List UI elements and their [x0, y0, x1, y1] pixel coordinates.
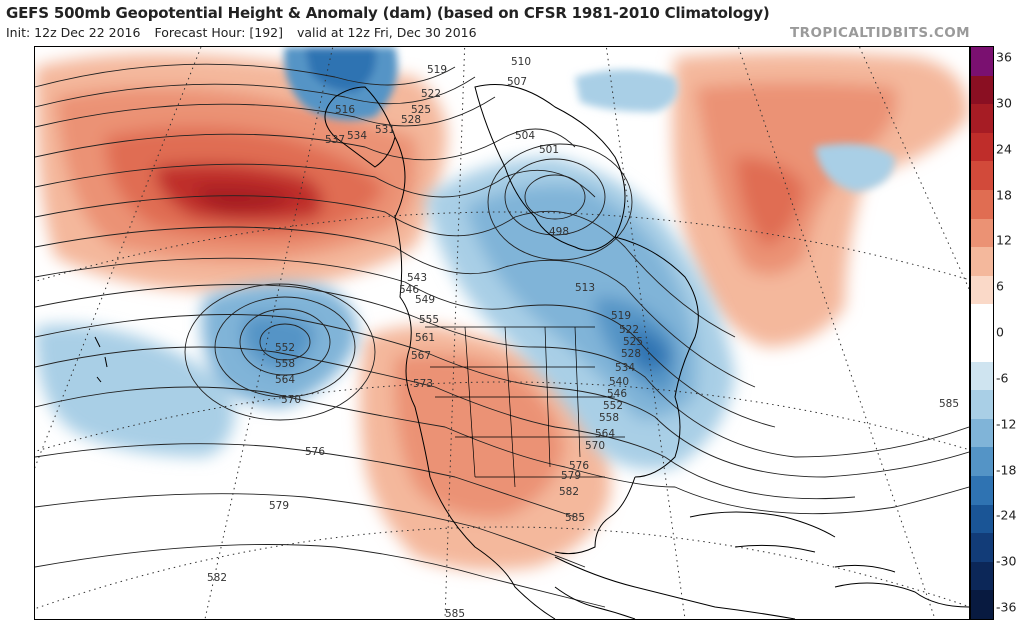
forecast-hour: Forecast Hour: [192] [154, 25, 284, 40]
contour-label: 528 [621, 348, 641, 360]
contour-label: 507 [507, 76, 527, 88]
contour-label: 546 [607, 388, 627, 400]
contour-label: 510 [511, 56, 531, 68]
colorbar-label: 18 [996, 187, 1012, 202]
colorbar-swatch [971, 47, 993, 77]
init-time: Init: 12z Dec 22 2016 [6, 25, 141, 40]
colorbar-swatch [971, 476, 993, 506]
map-title: GEFS 500mb Geopotential Height & Anomaly… [6, 4, 770, 22]
contour-label: 537 [325, 134, 345, 146]
contour-label: 528 [401, 114, 421, 126]
colorbar-label: 30 [996, 95, 1012, 111]
colorbar-label: 24 [996, 141, 1012, 157]
contour-label: 573 [413, 378, 433, 390]
colorbar-label: -6 [996, 370, 1009, 386]
colorbar-swatch [971, 218, 993, 248]
contour-label: 513 [575, 282, 595, 294]
contour-label: 501 [539, 144, 559, 156]
coastlines [94, 84, 969, 619]
colorbar-swatch [971, 590, 993, 620]
colorbar-label: 12 [996, 232, 1012, 248]
contour-label: 558 [599, 412, 619, 424]
contour-label: 552 [603, 400, 623, 412]
contour-label: 561 [415, 332, 435, 344]
colorbar-swatch [971, 504, 993, 534]
warm-anomaly-west-us [360, 325, 611, 571]
colorbar-swatch [971, 390, 993, 420]
contour-label: 579 [561, 470, 581, 482]
colorbar-swatch [971, 447, 993, 477]
colorbar-swatch [971, 75, 993, 105]
colorbar-label: -36 [996, 599, 1017, 615]
contour-label: 546 [399, 284, 419, 296]
colorbar-swatch [971, 418, 993, 448]
contour-label: 525 [623, 336, 643, 348]
map-canvas: 510 507 519 522 525 528 531 534 537 516 … [35, 47, 969, 619]
contour-label: 549 [415, 294, 435, 306]
contour-label: 519 [611, 310, 631, 322]
contour-label: 570 [585, 440, 605, 452]
colorbar-label: 6 [996, 278, 1004, 294]
colorbar-label: -24 [996, 507, 1017, 523]
colorbar-swatch [971, 190, 993, 220]
contour-label: 558 [275, 358, 295, 370]
colorbar [970, 46, 994, 620]
colorbar-swatch [971, 304, 993, 334]
colorbar-swatch [971, 333, 993, 363]
state-borders [425, 326, 625, 488]
contour-label: 570 [281, 394, 301, 406]
colorbar-label: -12 [996, 416, 1017, 432]
contour-label: 525 [411, 104, 431, 116]
contour-label: 585 [565, 512, 585, 524]
contour-label: 582 [559, 486, 579, 498]
contour-label: 522 [421, 88, 441, 100]
colorbar-label: 36 [996, 49, 1012, 65]
contour-label: 564 [275, 374, 295, 386]
brand-watermark: TROPICALTIDBITS.COM [790, 25, 970, 41]
colorbar-swatch [971, 104, 993, 134]
contour-label: 585 [939, 398, 959, 410]
anomaly-map: 510 507 519 522 525 528 531 534 537 516 … [34, 46, 970, 620]
colorbar-swatch [971, 361, 993, 391]
cold-anomaly-greenland [575, 69, 895, 192]
contour-label: 516 [335, 104, 355, 116]
colorbar-swatch [971, 132, 993, 162]
warm-anomaly-atlantic [672, 52, 969, 347]
map-subtitle: Init: 12z Dec 22 2016 Forecast Hour: [19… [6, 25, 487, 40]
contour-label: 582 [207, 572, 227, 584]
contour-label: 534 [615, 362, 635, 374]
contour-label: 504 [515, 130, 535, 142]
contour-label: 567 [411, 350, 431, 362]
colorbar-label: -30 [996, 553, 1017, 569]
valid-time: valid at 12z Fri, Dec 30 2016 [297, 25, 477, 40]
contour-label: 534 [347, 130, 367, 142]
colorbar-swatch [971, 533, 993, 563]
colorbar-label: 0 [996, 324, 1004, 340]
colorbar-swatch [971, 275, 993, 305]
contour-label: 543 [407, 272, 427, 284]
height-contours [35, 63, 969, 608]
contour-label: 555 [419, 314, 439, 326]
contour-labels: 510 507 519 522 525 528 531 534 537 516 … [207, 56, 959, 619]
contour-label: 552 [275, 342, 295, 354]
contour-label: 540 [609, 376, 629, 388]
contour-label: 564 [595, 428, 615, 440]
colorbar-swatch [971, 161, 993, 191]
contour-label: 576 [305, 446, 325, 458]
contour-label: 576 [569, 460, 589, 472]
colorbar-swatch [971, 561, 993, 591]
colorbar-swatch [971, 247, 993, 277]
contour-label: 522 [619, 324, 639, 336]
contour-label: 579 [269, 500, 289, 512]
contour-label: 585 [445, 608, 465, 619]
contour-label: 531 [375, 124, 395, 136]
contour-label: 498 [549, 226, 569, 238]
contour-label: 519 [427, 64, 447, 76]
colorbar-label: -18 [996, 462, 1017, 477]
